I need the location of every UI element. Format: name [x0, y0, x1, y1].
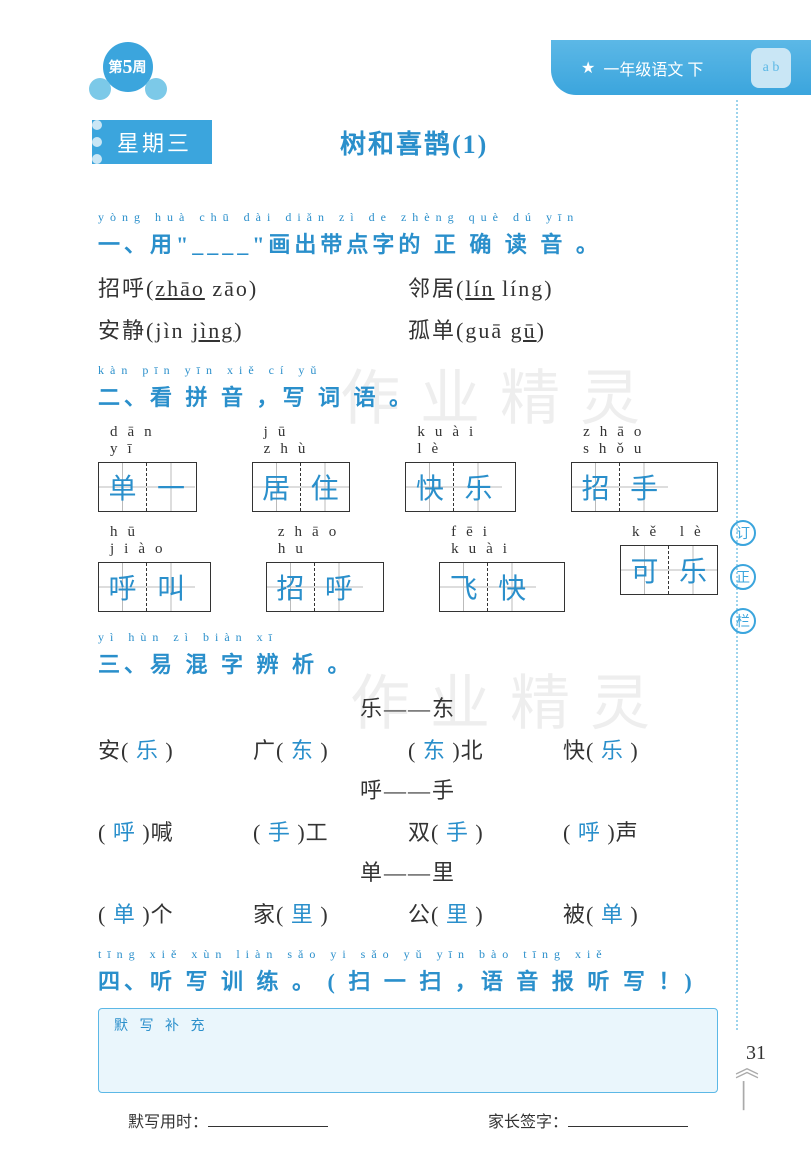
q3-pair: 单——里	[98, 855, 718, 887]
side-marker: 正	[730, 564, 756, 590]
q3-item: ( 呼 )喊	[98, 815, 253, 847]
q3-item: 双( 手 )	[408, 815, 563, 847]
time-blank[interactable]	[208, 1126, 328, 1127]
char-box: 一	[147, 463, 195, 511]
char-box: 呼	[315, 563, 363, 611]
question-4: tīng xiě xùn liàn sǎo yi sǎo yǔ yīn bào …	[98, 947, 718, 1132]
char-box: 手	[620, 463, 668, 511]
char-group: zhāo shǒu招手	[571, 424, 718, 512]
q2-row: dān yī单一 jū zhù居住 kuài lè快乐 zhāo shǒu招手	[98, 424, 718, 512]
grade-label: 一年级语文 下	[603, 56, 703, 80]
char-group: kuài lè快乐	[405, 424, 516, 512]
char-box: 招	[267, 563, 315, 611]
char-box: 叫	[147, 563, 195, 611]
q2-heading: 二、看 拼 音 ，写 词 语 。	[98, 385, 415, 410]
char-box: 飞	[440, 563, 488, 611]
q3-item: ( 单 )个	[98, 897, 253, 929]
q3-heading: 三、易 混 字 辨 析 。	[98, 652, 354, 677]
side-markers: 订 正 栏	[730, 520, 756, 634]
q3-pinyin: yì hùn zì biàn xī	[98, 630, 718, 645]
char-group: dān yī单一	[98, 424, 197, 512]
char-box: 快	[406, 463, 454, 511]
q3-pair: 乐——东	[98, 691, 718, 723]
week-badge: 第5周	[90, 42, 165, 102]
signature-blank[interactable]	[568, 1126, 688, 1127]
char-box: 乐	[669, 546, 717, 594]
q3-item: ( 东 )北	[408, 733, 563, 765]
q2-pinyin: kàn pīn yīn xiě cí yǔ	[98, 363, 718, 378]
char-box: 可	[621, 546, 669, 594]
q3-item: 被( 单 )	[563, 897, 718, 929]
q4-pinyin: tīng xiě xùn liàn sǎo yi sǎo yǔ yīn bào …	[98, 947, 718, 962]
content-area: yòng huà chū dài diǎn zì de zhèng què dú…	[98, 210, 718, 1150]
q3-row: 安( 乐 )广( 东 )( 东 )北快( 乐 )	[98, 733, 718, 765]
q3-item: ( 呼 )声	[563, 815, 718, 847]
q3-item: 广( 东 )	[253, 733, 408, 765]
char-group: hū jiào呼叫	[98, 524, 211, 612]
char-box: 居	[253, 463, 301, 511]
q3-row: ( 呼 )喊( 手 )工双( 手 )( 呼 )声	[98, 815, 718, 847]
header-banner: ★ 一年级语文 下 a b	[551, 40, 811, 95]
char-group: kě lè可乐	[620, 524, 718, 612]
day-tag: 星期三	[92, 120, 212, 164]
q3-item: 安( 乐 )	[98, 733, 253, 765]
q3-row: ( 单 )个家( 里 )公( 里 )被( 单 )	[98, 897, 718, 929]
q3-item: 家( 里 )	[253, 897, 408, 929]
char-box: 快	[488, 563, 536, 611]
q3-item: 快( 乐 )	[563, 733, 718, 765]
q4-heading: 四、听 写 训 练 。 ( 扫 一 扫 ，语 音 报 听 写 ！)	[98, 969, 696, 994]
side-marker: 栏	[730, 608, 756, 634]
char-box: 住	[301, 463, 349, 511]
q3-item: 公( 里 )	[408, 897, 563, 929]
footer-line: 默写用时： 家长签字：	[98, 1108, 718, 1132]
q2-row: hū jiào呼叫 zhāo hu招呼 fēi kuài飞快 kě lè可乐	[98, 524, 718, 612]
question-1: yòng huà chū dài diǎn zì de zhèng què dú…	[98, 210, 718, 345]
char-group: jū zhù居住	[252, 424, 351, 512]
char-box: 呼	[99, 563, 147, 611]
char-box: 招	[572, 463, 620, 511]
question-2: kàn pīn yīn xiě cí yǔ 二、看 拼 音 ，写 词 语 。 d…	[98, 363, 718, 612]
q3-pair: 呼——手	[98, 773, 718, 805]
cube-icon: a b	[751, 48, 791, 88]
arrow-up-icon: ︽│	[735, 1048, 759, 1110]
lesson-title: 树和喜鹊(1)	[340, 124, 488, 161]
char-group: fēi kuài飞快	[439, 524, 565, 612]
q1-pinyin: yòng huà chū dài diǎn zì de zhèng què dú…	[98, 210, 718, 225]
q3-item: ( 手 )工	[253, 815, 408, 847]
q1-heading: 一、用"____"画出带点字的 正 确 读 音 。	[98, 232, 602, 257]
star-icon: ★	[581, 58, 595, 78]
char-group: zhāo hu招呼	[266, 524, 384, 612]
dictation-box: 默 写 补 充	[98, 1008, 718, 1093]
q1-row: 安静(jìn jìng) 孤单(guā gū)	[98, 313, 718, 345]
char-box: 乐	[454, 463, 502, 511]
question-3: yì hùn zì biàn xī 三、易 混 字 辨 析 。 乐——东安( 乐…	[98, 630, 718, 929]
q1-row: 招呼(zhāo zāo) 邻居(lín líng)	[98, 271, 718, 303]
dictation-box-label: 默 写 补 充	[114, 1015, 209, 1035]
side-marker: 订	[730, 520, 756, 546]
char-box: 单	[99, 463, 147, 511]
